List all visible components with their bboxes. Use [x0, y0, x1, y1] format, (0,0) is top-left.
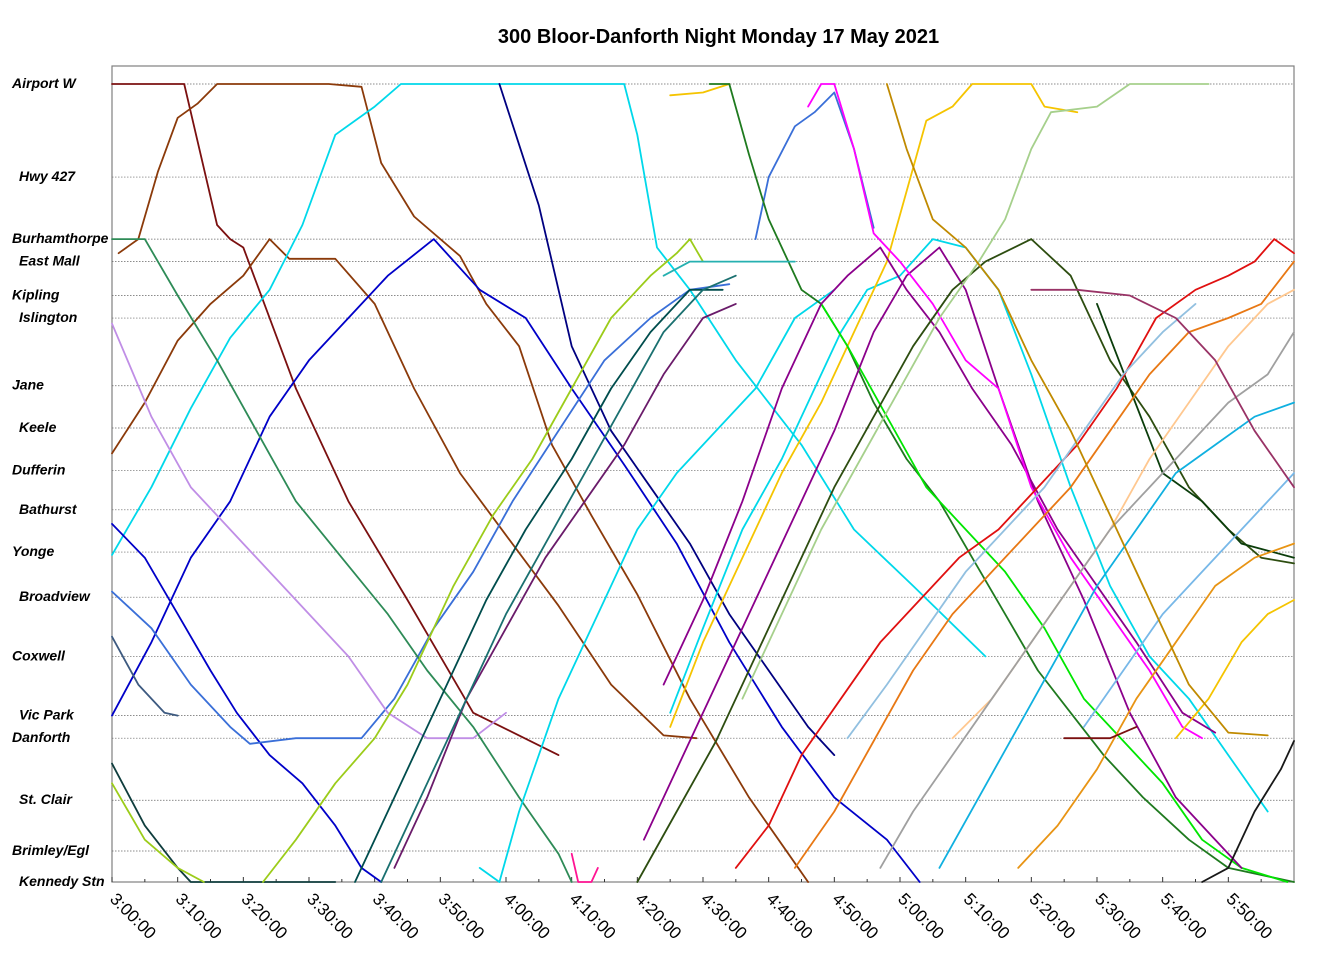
trip-line — [498, 83, 836, 756]
stop-label: Jane — [12, 377, 44, 393]
x-tick-label: 4:50:00 — [829, 889, 883, 943]
x-tick-label: 4:40:00 — [763, 889, 817, 943]
x-tick-label: 4:10:00 — [566, 889, 620, 943]
trip-line — [662, 246, 1217, 734]
x-tick-label: 3:30:00 — [303, 889, 357, 943]
stop-labels: Airport W Hwy 427 Burhamthorpe East Mall Kip… — [11, 75, 109, 889]
x-tick-label: 5:10:00 — [960, 889, 1014, 943]
trip-line — [111, 635, 179, 717]
x-tick-label: 3:50:00 — [435, 889, 489, 943]
stop-label: East Mall — [19, 253, 81, 269]
trip-line — [1030, 288, 1295, 489]
stop-label: Hwy 427 — [19, 168, 76, 184]
x-tick-label: 5:40:00 — [1157, 889, 1211, 943]
stop-label: Keele — [19, 419, 57, 435]
x-axis: 3:00:00 3:10:00 3:20:00 3:30:00 3:40:00 3:50:… — [106, 877, 1276, 943]
stop-label: Burhamthorpe — [12, 230, 109, 246]
trip-line — [111, 283, 731, 745]
x-tick-label: 5:00:00 — [894, 889, 948, 943]
x-tick-label: 3:10:00 — [172, 889, 226, 943]
x-tick-label: 4:30:00 — [697, 889, 751, 943]
x-tick-label: 4:00:00 — [500, 889, 554, 943]
stop-label: Bathurst — [19, 501, 78, 517]
trip-line — [669, 238, 1269, 813]
trip-line — [662, 260, 796, 277]
stop-label: Coxwell — [12, 647, 66, 663]
trip-line — [794, 260, 1295, 869]
trip-line — [886, 83, 1269, 737]
trip-line — [1174, 599, 1295, 740]
plot-area — [111, 65, 1295, 883]
trip-line — [734, 238, 1295, 869]
trip-line — [111, 238, 921, 883]
x-tick-label: 5:20:00 — [1026, 889, 1080, 943]
trip-line — [669, 83, 731, 97]
trip-line — [478, 288, 836, 883]
trip-line — [111, 523, 383, 883]
trip-line — [643, 246, 1243, 869]
trip-line — [1201, 740, 1295, 883]
stop-label: Dufferin — [12, 461, 65, 477]
trip-line — [1063, 726, 1138, 740]
trip-line — [380, 274, 737, 883]
trip-line — [741, 83, 1210, 700]
trip-line — [669, 83, 1079, 728]
x-tick-label: 5:50:00 — [1223, 889, 1277, 943]
trip-line — [833, 83, 1203, 740]
trip-line — [1017, 542, 1295, 869]
stop-label: Vic Park — [19, 707, 75, 723]
trip-line — [354, 288, 724, 883]
stop-label: Airport W — [11, 75, 78, 91]
stop-label: Yonge — [12, 543, 54, 559]
stop-label: Islington — [19, 309, 77, 325]
trip-line — [807, 83, 836, 108]
trip-line — [1083, 472, 1295, 728]
trip-line — [262, 238, 704, 883]
trip-line — [570, 852, 599, 883]
stop-label: St. Clair — [19, 791, 73, 807]
trip-line — [111, 83, 987, 658]
trip-line — [820, 302, 1289, 883]
x-tick-label: 4:20:00 — [632, 889, 686, 943]
x-tick-label: 3:00:00 — [106, 889, 160, 943]
x-tick-label: 3:40:00 — [369, 889, 423, 943]
stop-label: Brimley/Egl — [12, 842, 90, 858]
trip-line — [393, 302, 737, 869]
stop-label: Broadview — [19, 588, 91, 604]
trip-line — [111, 83, 560, 756]
trip-line — [111, 782, 205, 883]
trip-line — [111, 762, 337, 883]
trip-line — [938, 401, 1295, 869]
trip-line — [879, 331, 1295, 869]
trip-lines — [111, 83, 1295, 883]
x-tick-label: 5:30:00 — [1091, 889, 1145, 943]
trip-line — [846, 302, 1197, 740]
chart-title: 300 Bloor-Danforth Night Monday 17 May 2… — [497, 26, 940, 48]
stop-label: Danforth — [12, 729, 70, 745]
stop-label: Kipling — [12, 286, 60, 302]
x-tick-label: 3:20:00 — [238, 889, 292, 943]
stop-label: Kennedy Stn — [19, 873, 105, 889]
trip-line — [111, 238, 573, 883]
